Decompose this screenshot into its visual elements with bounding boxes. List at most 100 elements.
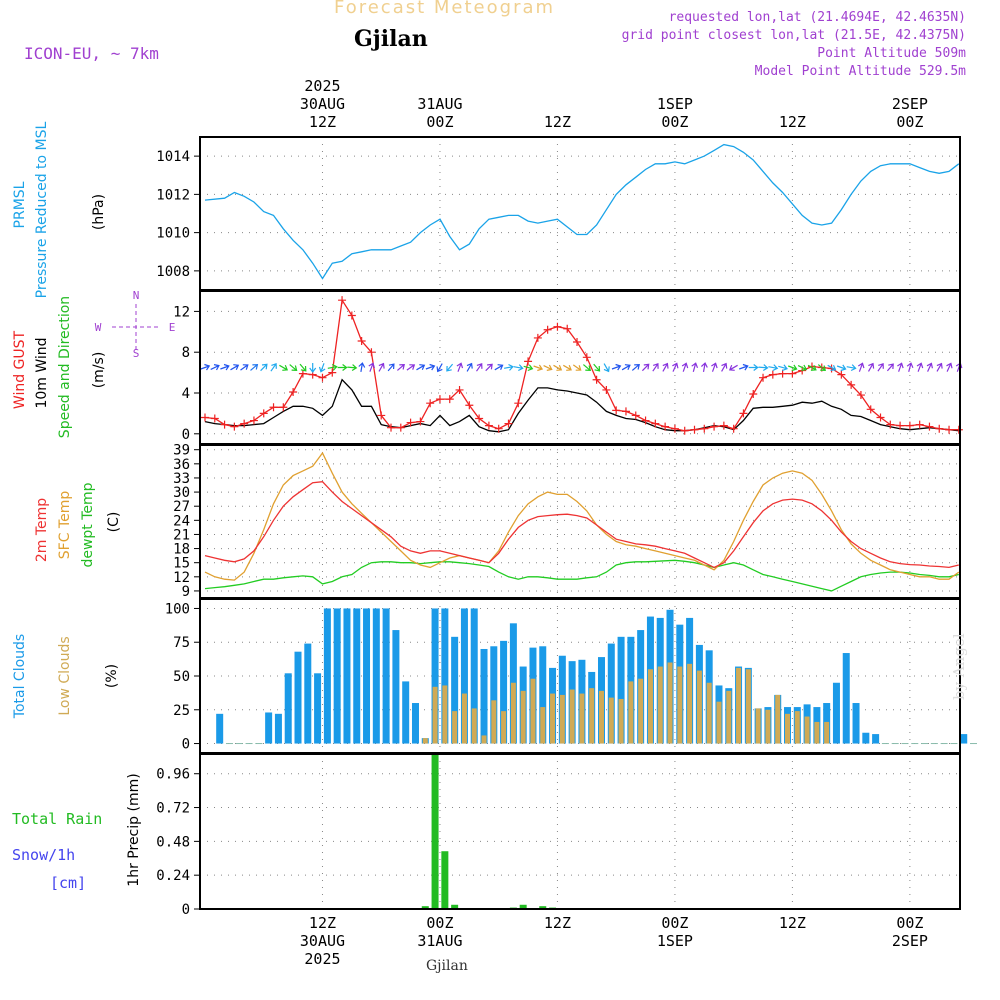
low-cloud-bar	[804, 716, 810, 744]
gust-marker	[700, 424, 709, 433]
pressure-unit: (hPa)	[91, 194, 107, 230]
low-cloud-bar	[755, 708, 761, 744]
low-clouds-label: Low Clouds	[57, 636, 73, 715]
top-time-label: 30AUG	[300, 95, 345, 113]
total-cloud-bar	[343, 608, 351, 744]
panel-frame-pressure	[199, 136, 961, 291]
gust-marker	[856, 391, 865, 400]
wind-unit: (m/s)	[91, 352, 107, 389]
low-cloud-bar	[520, 690, 526, 744]
wind-direction-arrow	[846, 364, 857, 372]
low-cloud-bar	[667, 662, 673, 744]
y-tick-label: 100	[165, 601, 190, 617]
wind-direction-arrow	[926, 362, 933, 372]
top-time-label: 00Z	[896, 113, 923, 131]
wind-direction-arrow	[721, 362, 728, 372]
gust-marker	[749, 390, 758, 399]
gust-marker	[347, 311, 356, 320]
total-cloud-bar	[490, 646, 498, 744]
gust-marker	[553, 322, 562, 331]
total-cloud-bar	[460, 608, 468, 744]
gust-marker	[837, 370, 846, 379]
wind-direction-arrow	[857, 362, 865, 372]
low-cloud-bar	[569, 689, 575, 744]
total-cloud-bar	[294, 651, 302, 744]
low-cloud-bar	[765, 709, 771, 744]
wind-label: 10m Wind	[34, 337, 50, 408]
top-time-label: 12Z	[779, 113, 806, 131]
compass-east: E	[169, 321, 176, 334]
gust-line	[204, 298, 959, 432]
low-cloud-bar	[461, 693, 467, 744]
gust-marker	[602, 385, 611, 394]
y-tick-label: 12	[173, 570, 190, 586]
wind-direction-arrow	[230, 364, 240, 371]
sfc-temp-label: SFC Temp	[57, 491, 73, 560]
wind-direction-arrow	[778, 364, 788, 372]
gust-marker	[661, 422, 670, 431]
temp2m-line	[204, 481, 959, 569]
gust-marker	[435, 395, 444, 404]
rain-bar	[441, 851, 449, 909]
low-cloud-bar	[638, 678, 644, 744]
y-tick-label: 0	[182, 427, 190, 443]
total-cloud-bar	[842, 653, 850, 744]
wind-direction-arrow	[446, 363, 454, 372]
gust-marker	[768, 370, 777, 379]
wind-direction-arrow	[672, 362, 679, 372]
wind-direction-arrow	[347, 364, 358, 372]
low-cloud-bar	[775, 694, 781, 744]
wind-direction-arrow	[936, 362, 943, 372]
chart-title: Forecast Meteogram	[334, 0, 556, 18]
wind-direction-arrow	[476, 362, 483, 372]
wind-direction-arrow	[309, 363, 317, 373]
gust-marker	[905, 421, 914, 430]
wind-direction-arrow	[289, 364, 298, 372]
y-tick-label: 0.48	[156, 834, 190, 850]
gust-marker	[416, 417, 425, 426]
wind-direction-arrow	[220, 363, 230, 371]
top-time-label: 00Z	[426, 113, 453, 131]
gust-marker	[494, 424, 503, 433]
wind-direction-arrow	[572, 364, 582, 371]
wind-direction-arrow	[681, 362, 689, 372]
bottom-time-label: 00Z	[426, 914, 453, 932]
wind-direction-arrow	[662, 362, 669, 372]
gridpoint-coords: grid point closest lon,lat (21.5E, 42.43…	[621, 28, 966, 43]
low-cloud-bar	[745, 669, 751, 744]
low-cloud-bar	[706, 682, 712, 744]
total-cloud-bar	[274, 713, 282, 744]
pressure-label: Pressure Reduced to MSL	[34, 121, 50, 298]
low-cloud-bar	[608, 697, 614, 744]
footer-location: Gjilan	[426, 958, 468, 974]
wind-direction-arrow	[406, 364, 416, 371]
wind-direction-arrow	[886, 363, 894, 372]
gust-marker	[543, 325, 552, 334]
gust-marker	[484, 421, 493, 430]
total-cloud-bar	[852, 703, 860, 744]
low-cloud-bar	[794, 711, 800, 744]
total-cloud-bar	[333, 608, 341, 744]
wind-direction-arrow	[621, 364, 631, 371]
low-cloud-bar	[510, 682, 516, 744]
gust-marker	[279, 403, 288, 412]
low-cloud-bar	[687, 663, 693, 744]
low-cloud-bar	[647, 669, 653, 744]
wind-direction-arrow	[946, 362, 953, 372]
wind-direction-arrow	[758, 364, 769, 372]
wind-direction-arrow	[768, 364, 779, 372]
low-cloud-bar	[677, 666, 683, 744]
grid-layer	[200, 137, 960, 910]
gust-marker	[612, 406, 621, 415]
total-cloud-bar	[314, 673, 322, 744]
gust-marker	[240, 419, 249, 428]
gust-marker	[680, 426, 689, 435]
y-tick-label: 36	[173, 457, 190, 473]
y-tick-label: 1012	[156, 187, 190, 203]
bottom-time-label: 30AUG	[300, 932, 345, 950]
model-altitude: Model Point Altitude 529.5m	[754, 64, 966, 79]
gust-marker	[367, 348, 376, 357]
wind-direction-arrow	[583, 364, 592, 372]
snow-unit-label: [cm]	[50, 874, 86, 892]
